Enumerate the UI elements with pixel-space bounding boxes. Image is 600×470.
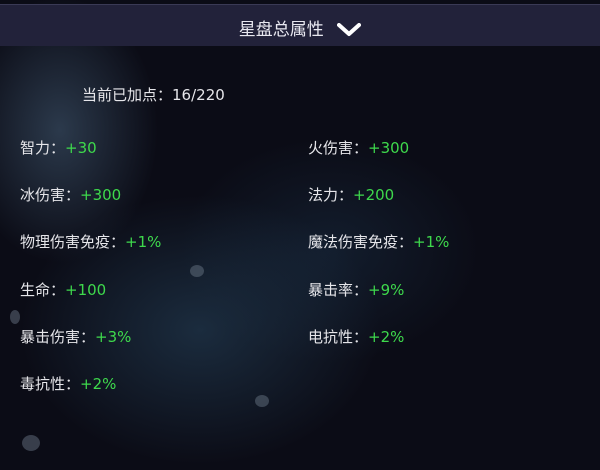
allocated-points: 当前已加点：16/220 [82,84,225,105]
asteroid [22,435,40,451]
panel-title: 星盘总属性 [0,15,600,40]
attribute-mana: 法力：+200 [308,186,395,204]
asteroid [255,395,269,407]
allocated-points-label: 当前已加点： [82,86,173,104]
attribute-magic-immunity: 魔法伤害免疫：+1% [308,233,450,251]
chevron-down-icon[interactable] [337,23,362,37]
attribute-poison-resist: 毒抗性：+2% [20,375,117,393]
attribute-ice-damage: 冰伤害：+300 [20,186,122,204]
asteroid [190,265,204,277]
panel-title-text: 星盘总属性 [238,20,324,40]
attribute-crit-damage: 暴击伤害：+3% [20,328,132,346]
panel-header[interactable]: 星盘总属性 [0,4,600,46]
asteroid [10,310,20,324]
attribute-crit-rate: 暴击率：+9% [308,281,405,299]
attribute-intelligence: 智力：+30 [20,139,97,157]
allocated-points-value: 16/220 [172,86,225,104]
attribute-electric-resist: 电抗性：+2% [308,328,405,346]
attribute-fire-damage: 火伤害：+300 [308,139,410,157]
attribute-physical-immunity: 物理伤害免疫：+1% [20,233,162,251]
attribute-health: 生命：+100 [20,281,107,299]
